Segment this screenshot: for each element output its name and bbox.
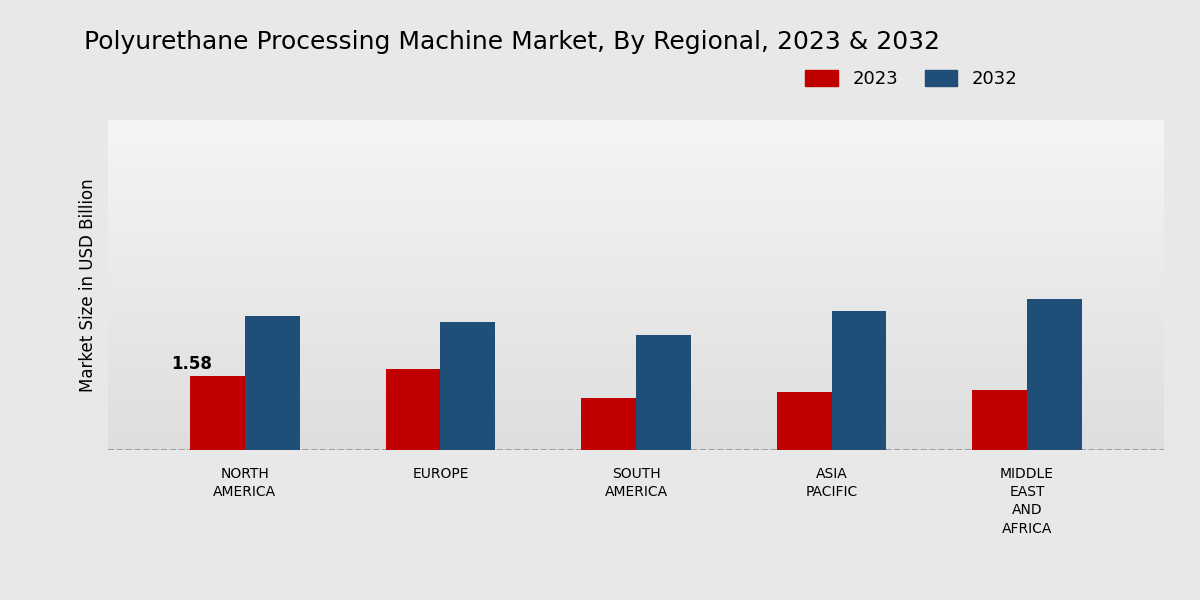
Bar bbox=[245, 316, 300, 450]
Bar bbox=[385, 369, 440, 450]
Bar bbox=[440, 322, 496, 450]
Y-axis label: Market Size in USD Billion: Market Size in USD Billion bbox=[79, 178, 97, 392]
Bar bbox=[776, 392, 832, 450]
Bar bbox=[636, 335, 691, 450]
Bar bbox=[581, 398, 636, 450]
Bar bbox=[832, 311, 887, 450]
Text: Polyurethane Processing Machine Market, By Regional, 2023 & 2032: Polyurethane Processing Machine Market, … bbox=[84, 30, 940, 54]
Bar bbox=[190, 376, 245, 450]
Text: 1.58: 1.58 bbox=[170, 355, 211, 373]
Legend: 2023, 2032: 2023, 2032 bbox=[805, 70, 1018, 88]
Bar bbox=[972, 389, 1027, 450]
Bar bbox=[1027, 299, 1082, 450]
